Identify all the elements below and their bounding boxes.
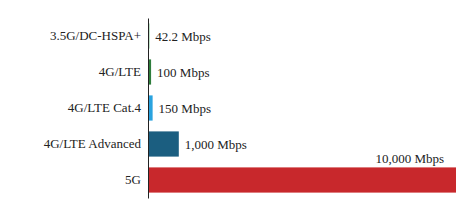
tick: 3.5G/DC-HSPA+ — [50, 28, 141, 43]
tick: 5G — [125, 172, 141, 187]
data-label: 1,000 Mbps — [185, 137, 247, 152]
bar — [148, 167, 456, 192]
category-axis: 3.5G/DC-HSPA+ 4G/LTE 4G/LTE Cat.4 4G/LTE Ad… — [44, 19, 149, 199]
bars — [148, 23, 456, 192]
tick-label: 4G/LTE Cat.4 — [68, 100, 142, 115]
tick-label: 3.5G/DC-HSPA+ — [50, 28, 141, 43]
data-label: 10,000 Mbps — [375, 151, 444, 166]
data-labels: 42.2 Mbps 100 Mbps 150 Mbps 1,000 Mbps 10,00… — [155, 29, 444, 167]
tick-label: 4G/LTE — [99, 64, 141, 79]
tick: 4G/LTE Advanced — [44, 136, 142, 151]
tick-label: 5G — [125, 172, 141, 187]
tick: 4G/LTE Cat.4 — [68, 100, 142, 115]
data-label: 42.2 Mbps — [155, 29, 211, 44]
tick: 4G/LTE — [99, 64, 141, 79]
data-label: 150 Mbps — [159, 101, 211, 116]
tick-label: 4G/LTE Advanced — [44, 136, 142, 151]
bar — [148, 131, 179, 156]
data-label: 100 Mbps — [157, 65, 209, 80]
chart: 3.5G/DC-HSPA+ 4G/LTE 4G/LTE Cat.4 4G/LTE Ad… — [0, 0, 474, 213]
axis-line — [148, 19, 149, 199]
